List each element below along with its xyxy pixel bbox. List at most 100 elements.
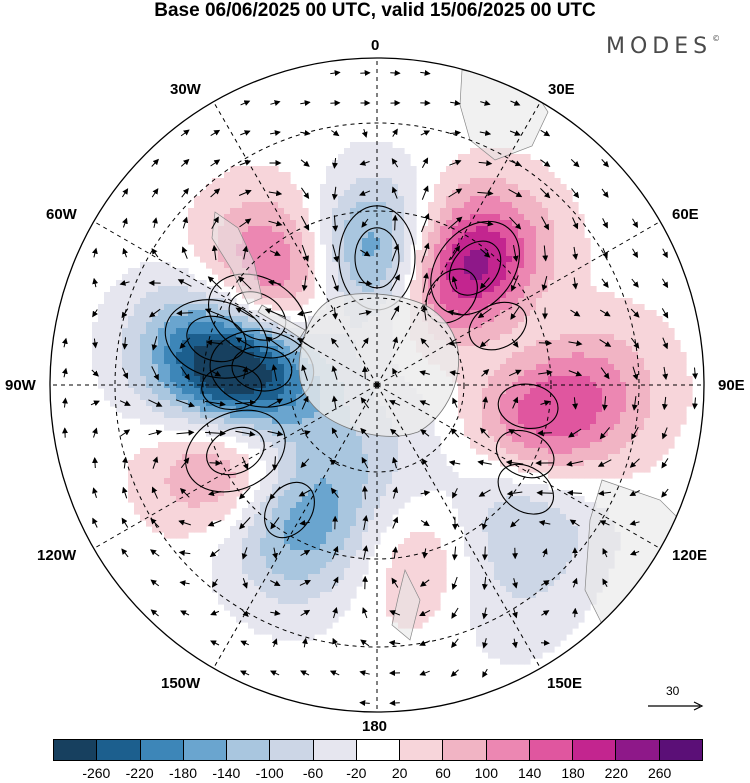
wind-vector (239, 670, 250, 676)
wind-vector (267, 398, 284, 408)
colorbar-bin-7 (356, 740, 401, 760)
wind-vector (392, 486, 399, 499)
wind-vector (536, 489, 553, 496)
contour-line (448, 240, 502, 296)
wind-vector (451, 638, 459, 648)
label-150e: 150E (547, 675, 583, 692)
wind-vector (178, 519, 191, 526)
wind-vector (479, 130, 492, 137)
wind-vector (447, 216, 463, 230)
wind-vector (629, 520, 640, 526)
wind-vector (265, 336, 284, 350)
wind-vector (662, 248, 668, 259)
wind-vector (90, 400, 100, 406)
wind-vector (180, 366, 190, 381)
wind-vector (449, 159, 462, 166)
wind-vector (451, 607, 459, 619)
wind-vector (449, 130, 462, 136)
wind-vector (360, 639, 370, 647)
wind-vector (92, 487, 98, 498)
wind-vector (119, 280, 130, 286)
wind-vector (572, 577, 578, 588)
wind-vector (450, 669, 459, 677)
wind-vector (478, 489, 491, 497)
contour-line (206, 426, 265, 476)
wind-vector (661, 396, 668, 411)
wind-vector (150, 579, 160, 587)
wind-vector (661, 488, 669, 498)
wind-vector (331, 395, 338, 410)
wind-vector (151, 248, 159, 258)
wind-vector (447, 309, 462, 316)
wind-vector (240, 130, 251, 136)
wind-vector (121, 548, 129, 558)
wind-vector (389, 699, 400, 706)
wind-vector (300, 100, 311, 107)
map-disc (50, 58, 704, 712)
wind-vector (210, 609, 220, 616)
wind-vector (421, 242, 430, 263)
wind-vector (92, 277, 99, 288)
wind-vector (568, 428, 582, 438)
wind-vector (269, 486, 281, 500)
label-30w: 30W (170, 81, 201, 98)
wind-vector (331, 427, 339, 438)
wind-vector (419, 400, 430, 406)
wind-vector (572, 217, 579, 230)
wind-vector (298, 489, 311, 497)
wind-vector (420, 519, 430, 527)
wind-vector (447, 340, 462, 347)
wind-vector (300, 159, 310, 167)
wind-vector (235, 337, 254, 349)
wind-vector (481, 369, 490, 377)
wind-vector (360, 249, 371, 257)
wind-vector (599, 309, 611, 317)
wind-vector (391, 243, 400, 262)
wind-vector (420, 130, 431, 136)
wind-vector (329, 670, 340, 676)
contour-line (495, 429, 555, 479)
wind-vector (178, 549, 191, 556)
wind-vector (419, 370, 430, 376)
wind-vector (479, 338, 490, 348)
wind-vector (599, 427, 610, 440)
colorbar-bin-6 (313, 740, 357, 760)
wind-vector (388, 639, 401, 646)
wind-vector (422, 548, 429, 559)
wind-vector (540, 580, 550, 586)
wind-vector (362, 607, 368, 619)
wind-vector (208, 490, 222, 497)
label-180: 180 (362, 718, 388, 735)
wind-vector (691, 397, 698, 410)
wind-vector (270, 610, 281, 616)
wind-vector (541, 548, 548, 558)
wind-vector (392, 546, 399, 559)
wind-vector (391, 577, 399, 588)
wind-vector (204, 430, 226, 437)
south-america-tip (211, 211, 263, 305)
wind-vector (632, 218, 639, 229)
wind-vector (630, 337, 640, 349)
wind-vector (119, 400, 131, 406)
wind-vector (151, 158, 159, 167)
wind-vector (332, 545, 339, 560)
wind-vector (332, 244, 339, 263)
wind-vector (150, 609, 159, 617)
wind-vector (91, 338, 98, 349)
wind-vector (148, 308, 161, 318)
wind-vector (271, 456, 278, 471)
wind-vector (390, 305, 400, 320)
wind-vector (629, 549, 640, 556)
colorbar-bin-9 (443, 740, 487, 760)
wind-vector (361, 128, 368, 138)
wind-vector (332, 215, 339, 232)
wind-vector (211, 244, 218, 261)
wind-vector (599, 339, 612, 347)
wind-vector (661, 427, 668, 440)
wind-vector (512, 245, 519, 262)
wind-vector (570, 309, 581, 317)
label-150w: 150W (161, 675, 201, 692)
wind-vector (209, 460, 222, 467)
colorbar-tick: -140 (212, 765, 241, 781)
wind-vector (509, 160, 522, 167)
